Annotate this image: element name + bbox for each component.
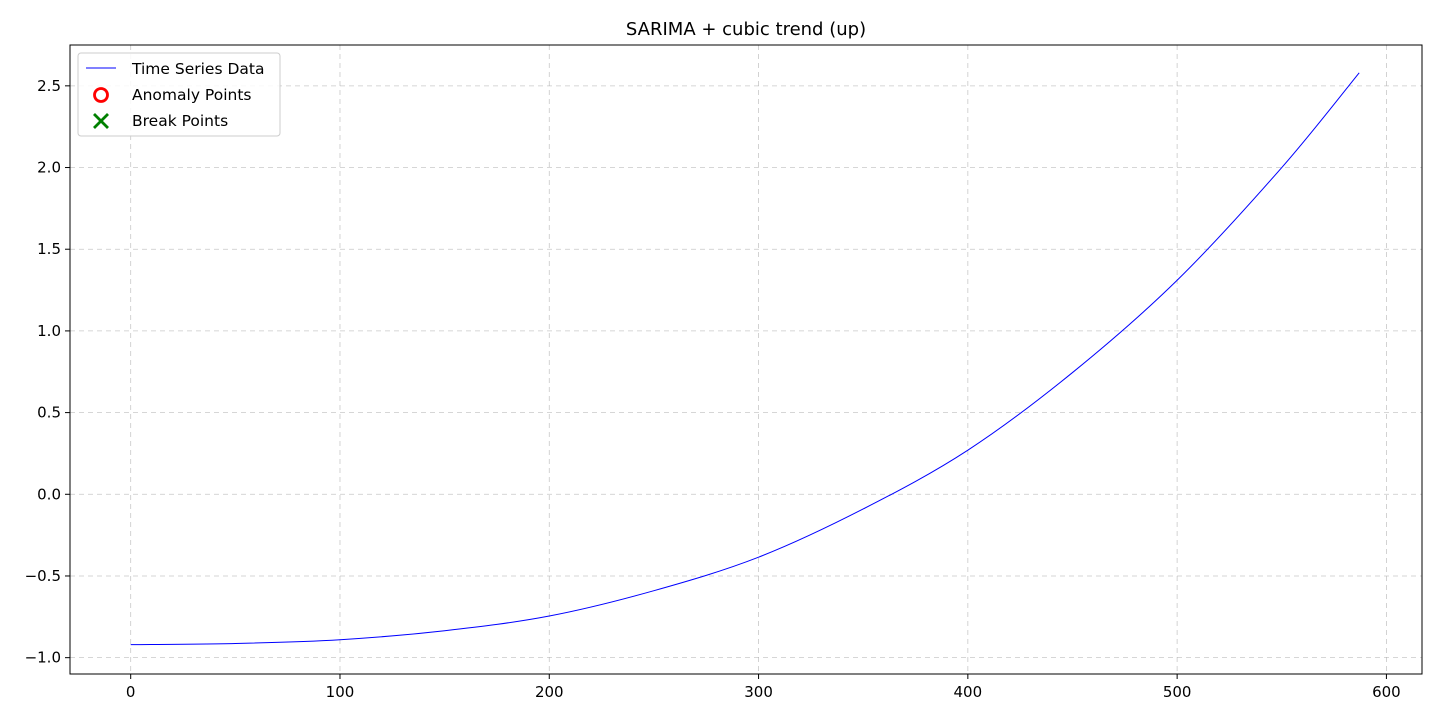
x-tick-label: 100: [326, 683, 355, 701]
x-tick-label: 600: [1372, 683, 1401, 701]
y-tick-label: 1.5: [37, 240, 61, 258]
y-tick-label: −1.0: [25, 649, 61, 667]
legend-box: [77, 52, 281, 137]
y-tick-label: 2.5: [37, 77, 61, 95]
series-layer: [130, 72, 1360, 646]
x-tick-label: 400: [954, 683, 983, 701]
x-tick-label: 500: [1163, 683, 1192, 701]
legend-x-handle: [93, 113, 109, 129]
chart-title: SARIMA + cubic trend (up): [626, 19, 866, 40]
grid-lines: [70, 45, 1422, 674]
plot-frame: [69, 44, 1423, 675]
x-tick-label: 300: [744, 683, 773, 701]
legend-label: Anomaly Points: [132, 86, 251, 104]
legend-label: Time Series Data: [131, 60, 264, 78]
y-tick-label: 1.0: [37, 322, 61, 340]
legend: Time Series Data Anomaly Points Break Poin…: [77, 52, 281, 137]
x-tick-label: 0: [126, 683, 136, 701]
y-tick-label: 2.0: [37, 159, 61, 177]
y-tick-label: 0.0: [37, 485, 61, 503]
series-line-time-series-data: [130, 72, 1360, 646]
y-tick-label: 0.5: [37, 404, 61, 422]
legend-label: Break Points: [132, 112, 228, 130]
legend-circle-handle: [93, 87, 109, 103]
x-axis: 0 100 200 300 400 500 600: [126, 674, 1401, 701]
y-tick-label: −0.5: [25, 567, 61, 585]
x-tick-label: 200: [535, 683, 564, 701]
y-axis: −1.0 −0.5 0.0 0.5 1.0 1.5 2.0 2.5: [25, 77, 70, 667]
